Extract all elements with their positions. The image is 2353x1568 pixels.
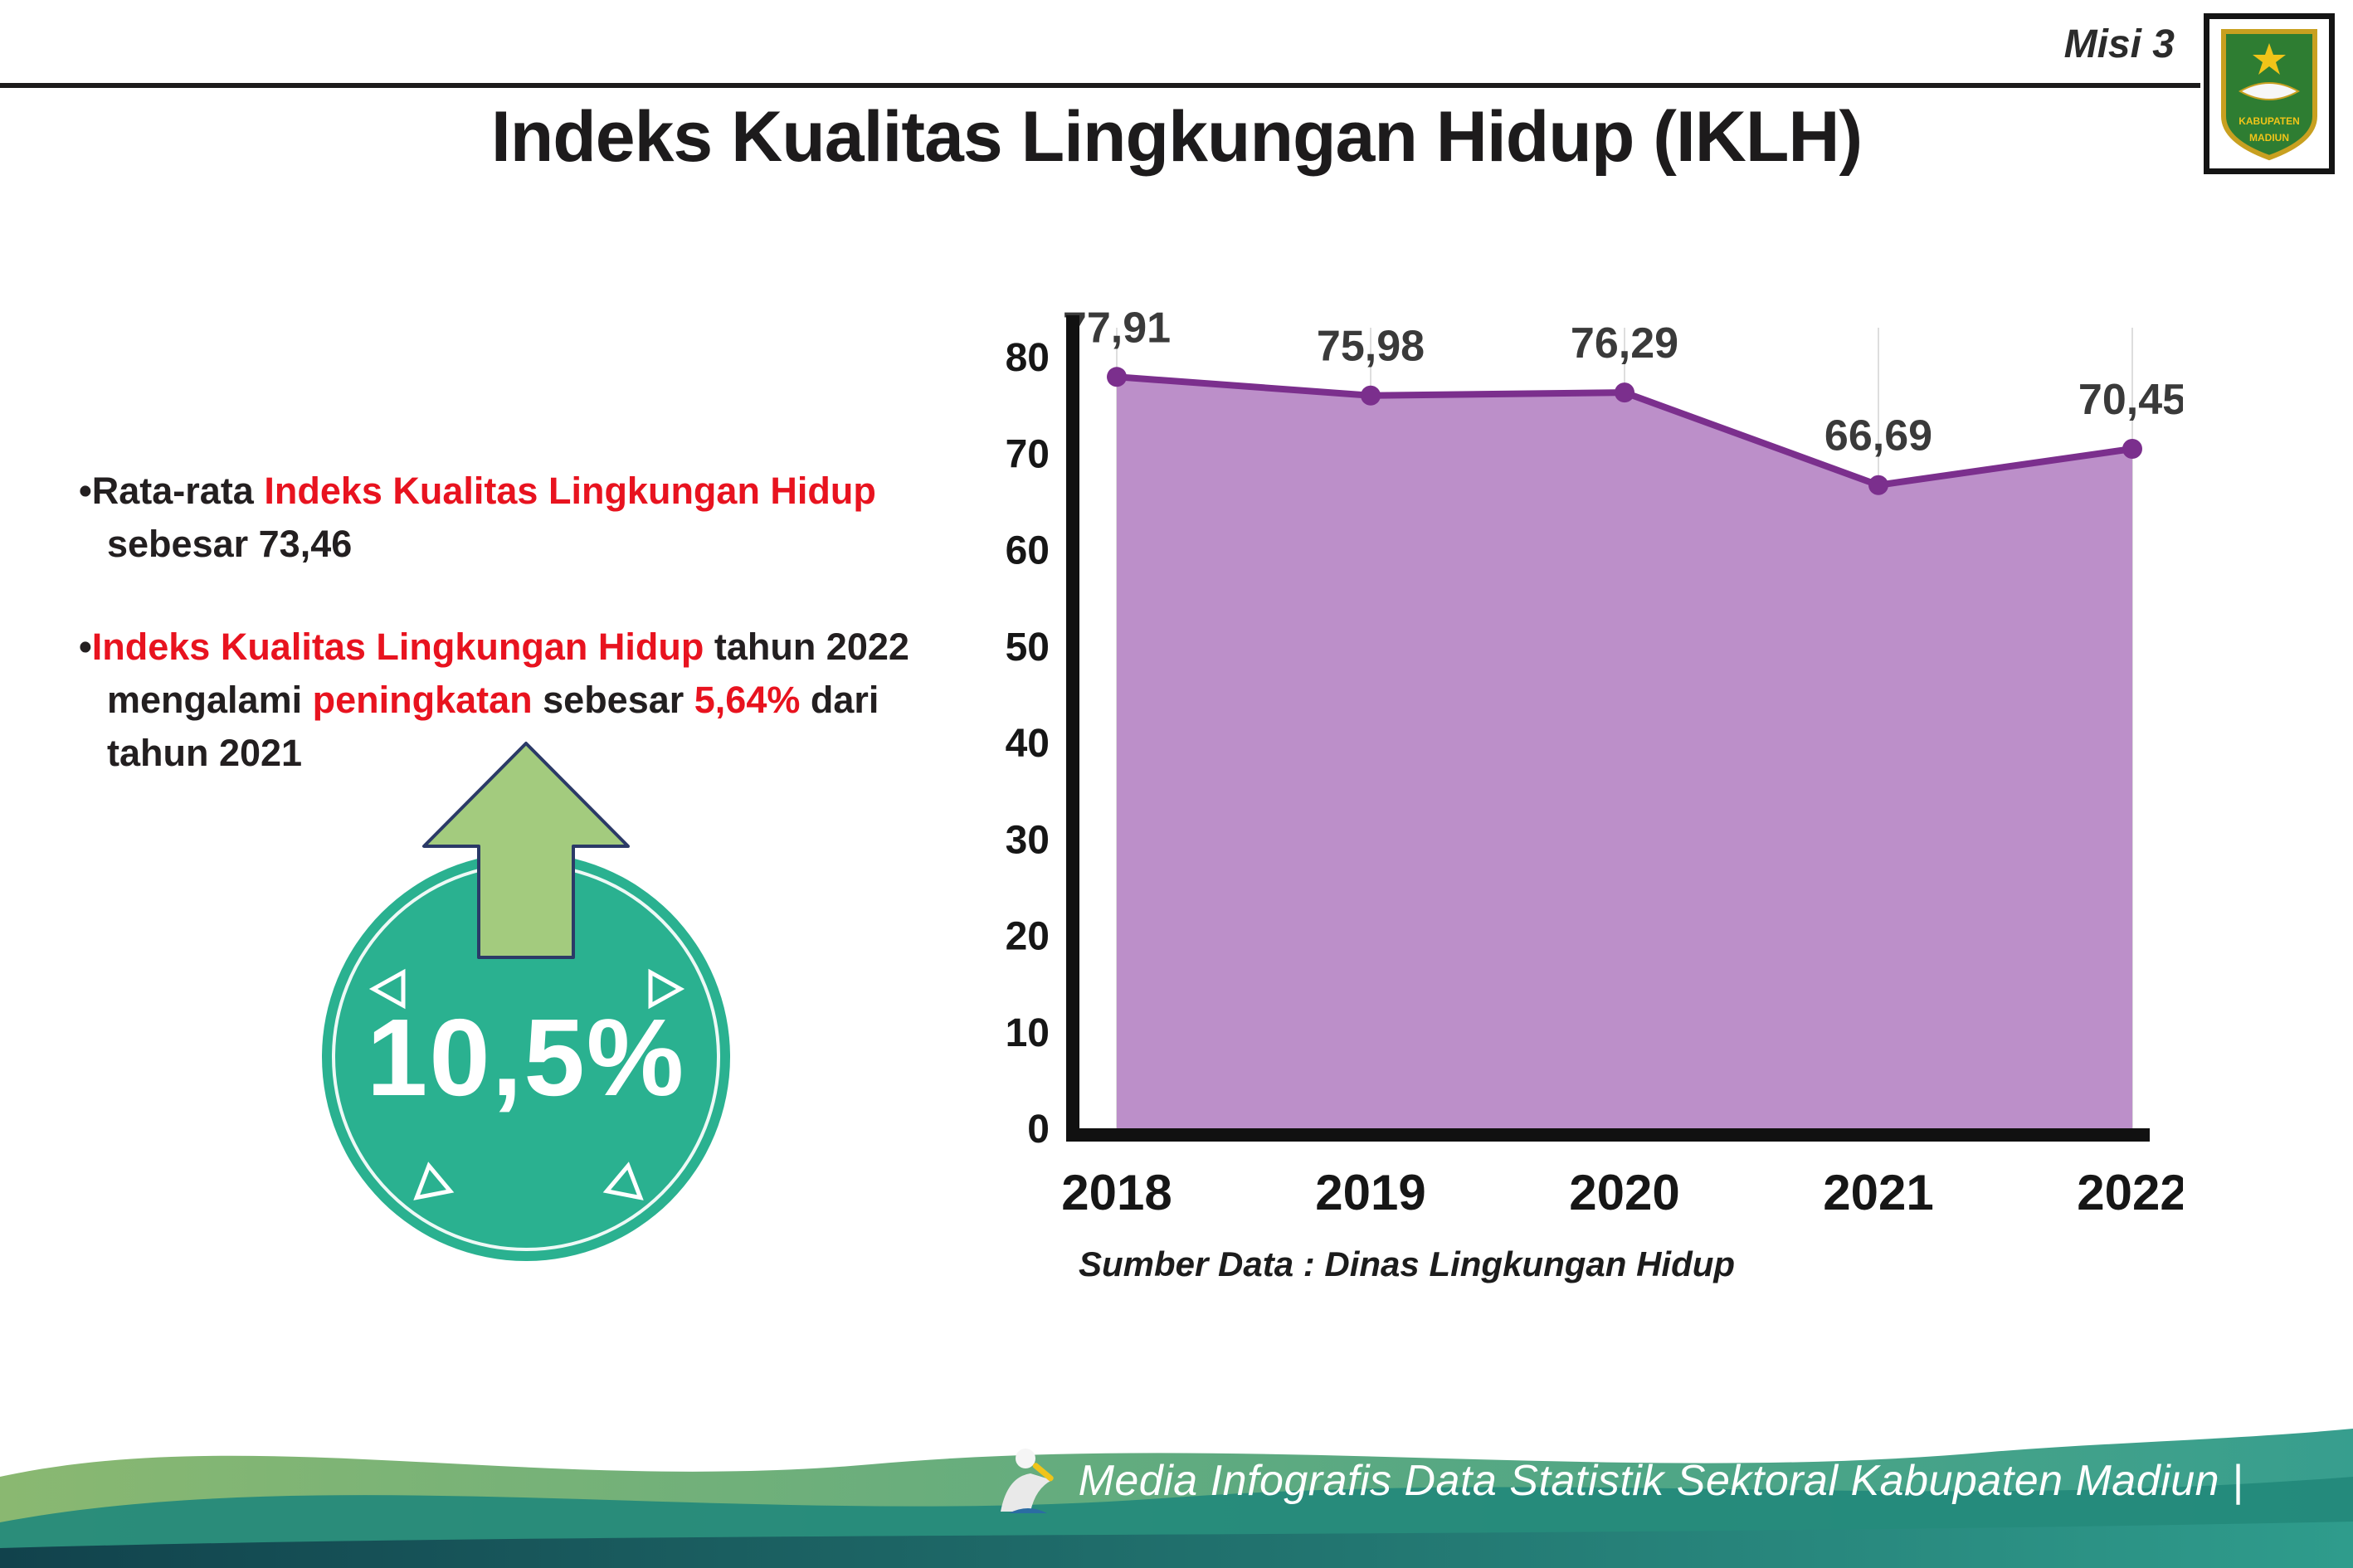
svg-text:2018: 2018	[1061, 1165, 1172, 1220]
svg-text:20: 20	[1006, 915, 1050, 959]
crest-text-madiun: MADIUN	[2249, 132, 2289, 144]
svg-text:77,91: 77,91	[1063, 304, 1171, 352]
svg-text:80: 80	[1006, 336, 1050, 380]
up-arrow-icon	[422, 742, 630, 959]
svg-text:66,69: 66,69	[1824, 412, 1932, 460]
svg-text:2021: 2021	[1823, 1165, 1933, 1220]
header-divider	[0, 83, 2200, 88]
writer-mascot-icon	[1000, 1449, 1054, 1513]
iklh-chart-area: 77,91 75,98 76,29 66,69 70,45 0 10 20 30 40 50 60 70…	[938, 282, 2188, 1261]
svg-text:30: 30	[1006, 818, 1050, 862]
svg-text:75,98: 75,98	[1317, 323, 1425, 371]
madiun-crest-icon: KABUPATEN MADIUN	[2221, 29, 2317, 161]
bullet-item: •Rata-rata Indeks Kualitas Lingkungan Hi…	[79, 470, 876, 565]
svg-text:50: 50	[1006, 626, 1050, 670]
bullet-item: •Indeks Kualitas Lingkungan Hidup tahun …	[79, 625, 909, 774]
iklh-area-chart: 77,91 75,98 76,29 66,69 70,45 0 10 20 30 40 50 60 70…	[1006, 304, 2188, 1220]
page-title: Indeks Kualitas Lingkungan Hidup (IKLH)	[490, 97, 1863, 177]
svg-text:2020: 2020	[1569, 1165, 1679, 1220]
svg-text:2019: 2019	[1315, 1165, 1425, 1220]
bullet-list: •Rata-rata Indeks Kualitas Lingkungan Hi…	[79, 465, 971, 829]
svg-text:70: 70	[1006, 432, 1050, 476]
svg-text:76,29: 76,29	[1571, 319, 1678, 368]
svg-text:40: 40	[1006, 722, 1050, 766]
misi-label: Misi 3	[2063, 22, 2175, 66]
svg-text:70,45: 70,45	[2078, 376, 2183, 424]
footer-waves	[0, 1429, 2353, 1568]
crest-text-kabupaten: KABUPATEN	[2239, 115, 2300, 127]
kabupaten-madiun-logo: KABUPATEN MADIUN	[2204, 13, 2335, 174]
svg-text:0: 0	[1027, 1108, 1050, 1152]
footer-text: Media Infografis Data Statistik Sektoral…	[1078, 1457, 2243, 1505]
svg-text:2022: 2022	[2077, 1165, 2183, 1220]
percent-value: 10,5%	[366, 996, 686, 1118]
data-source-note: Sumber Data : Dinas Lingkungan Hidup	[1079, 1244, 1736, 1283]
footer-credit: Media Infografis Data Statistik Sektoral…	[992, 1445, 2243, 1517]
svg-text:60: 60	[1006, 529, 1050, 573]
svg-text:10: 10	[1006, 1011, 1050, 1055]
increase-badge: 10,5%	[322, 740, 730, 1261]
